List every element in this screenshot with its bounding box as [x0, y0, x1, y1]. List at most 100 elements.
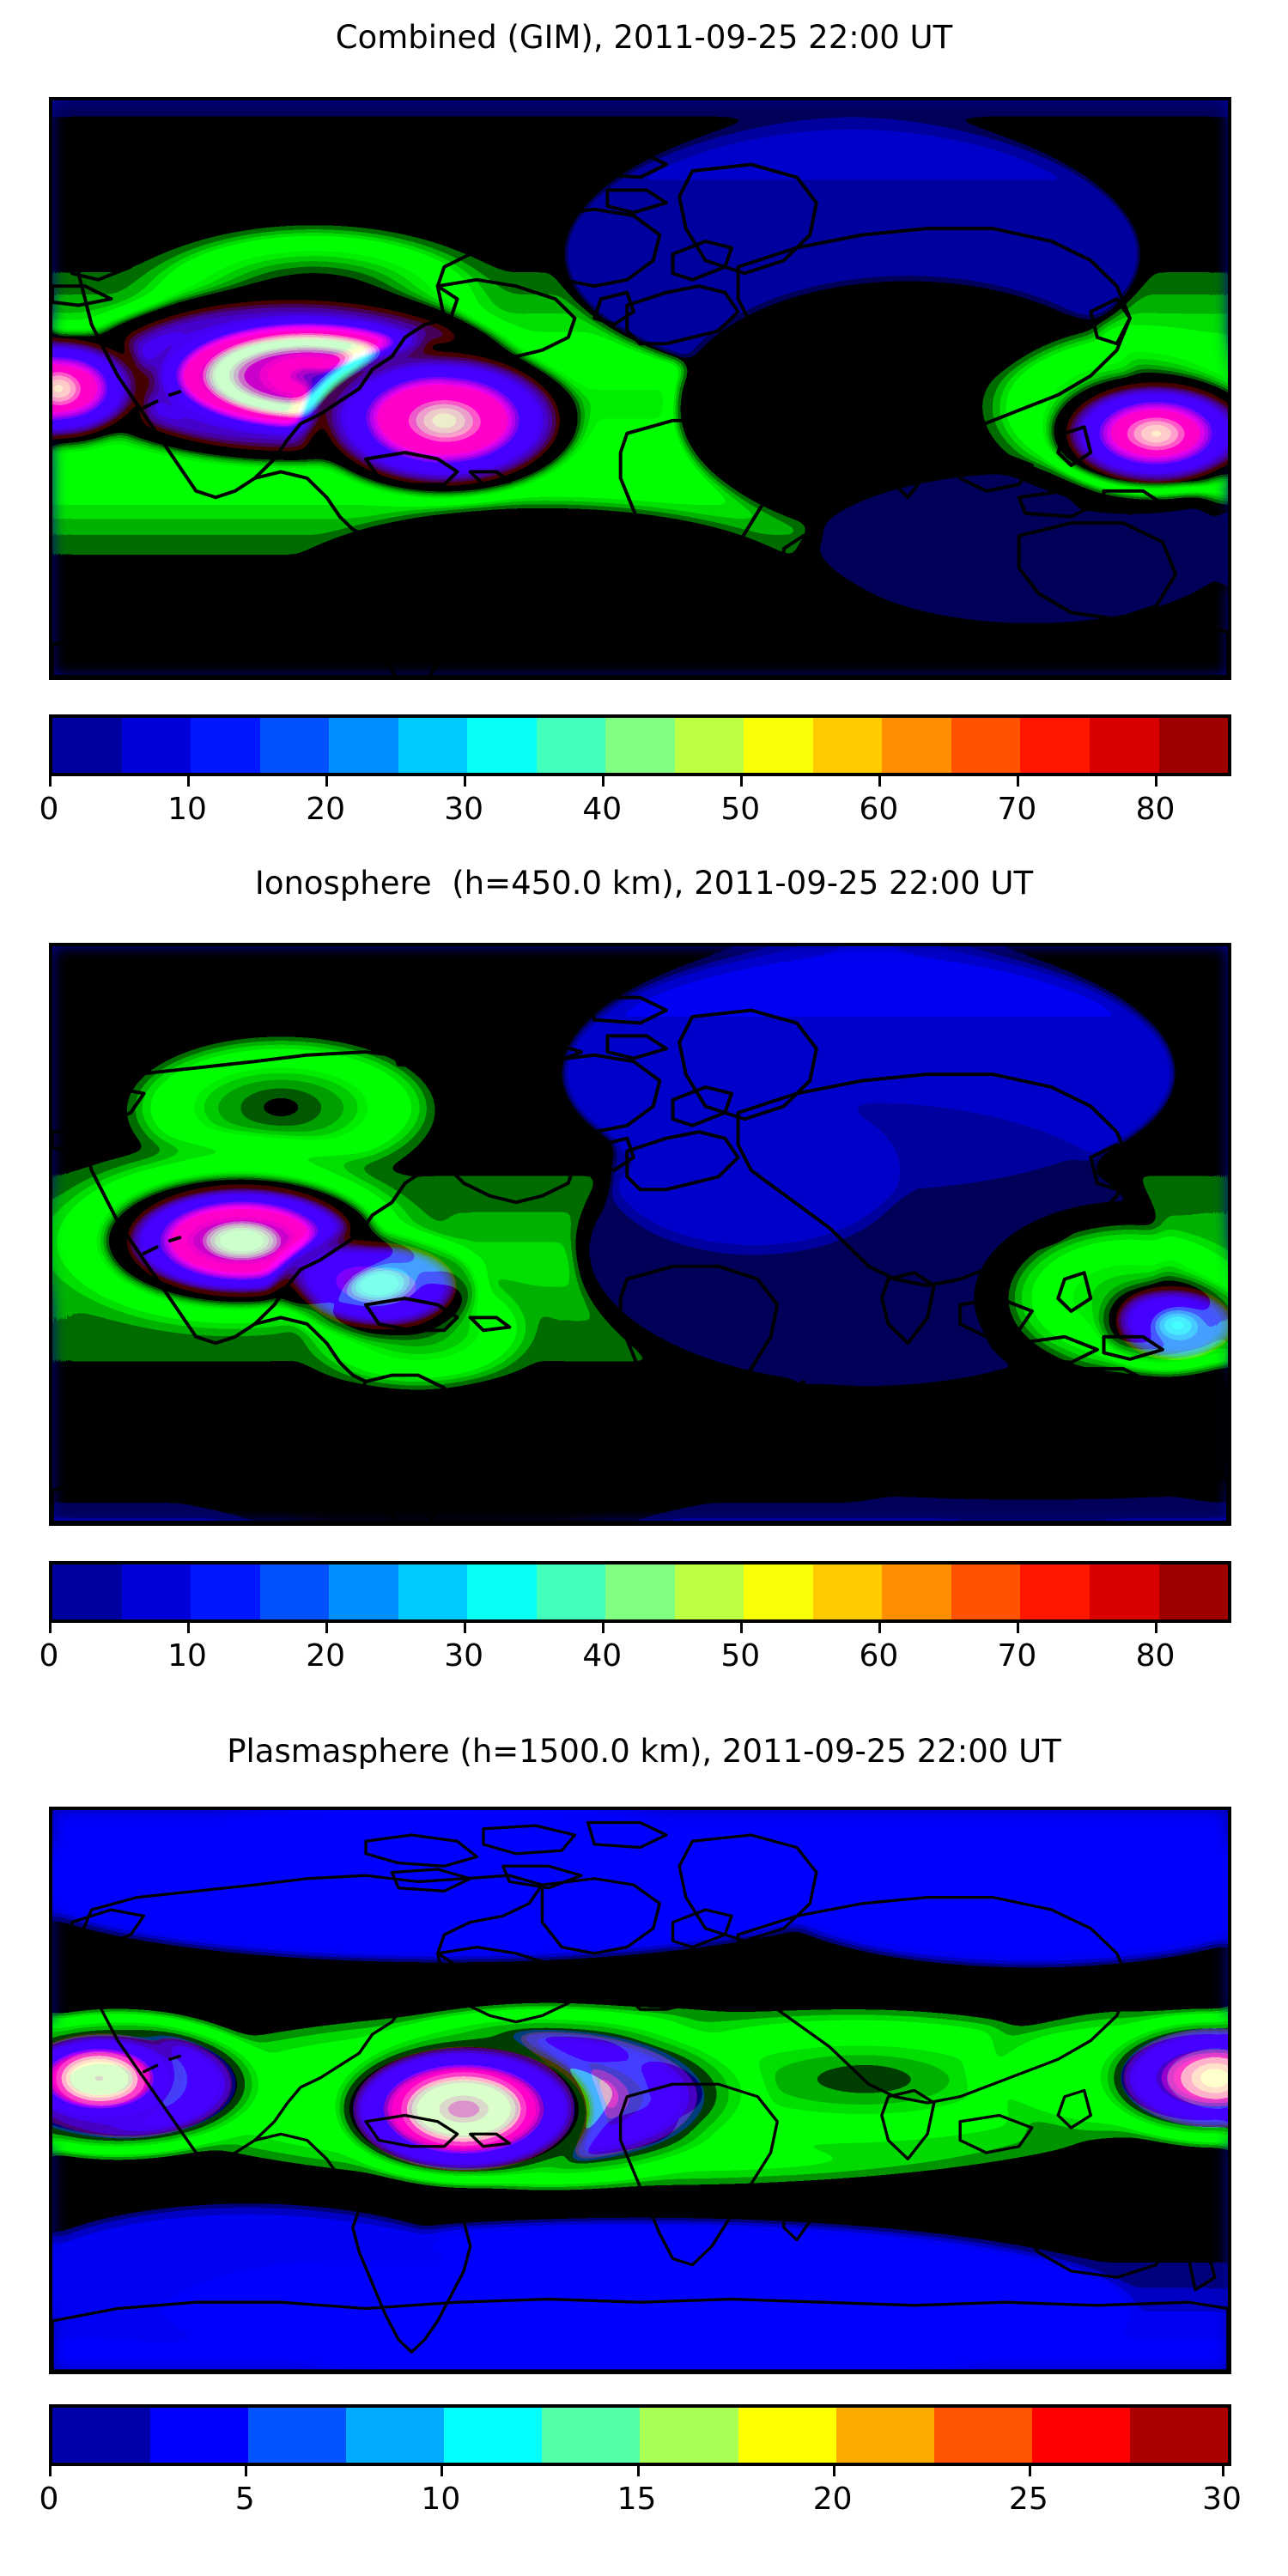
colorbar-plasmasphere-bands — [52, 2408, 1228, 2463]
colorbar-band — [812, 1564, 883, 1619]
colorbar-tick-label: 40 — [582, 792, 623, 827]
colorbar-tick-mark — [740, 1619, 744, 1633]
colorbar-plasmasphere-ticks: 0 5 10 15 20 25 30 — [39, 2463, 1242, 2523]
colorbar-band — [52, 2408, 151, 2463]
colorbar-band — [329, 718, 398, 773]
colorbar-tick-mark — [636, 2463, 640, 2476]
coastline-layer — [52, 995, 1228, 1522]
colorbar-band — [52, 1564, 122, 1619]
panel-title-combined: Combined (GIM), 2011-09-25 22:00 UT — [335, 19, 953, 56]
colorbar-tick-label: 80 — [1135, 1638, 1176, 1674]
colorbar-tick-label: 30 — [444, 792, 484, 827]
colorbar-band — [398, 1564, 468, 1619]
colorbar-tick-mark — [740, 773, 744, 787]
colorbar-tick-mark — [602, 1619, 605, 1633]
colorbar-band — [191, 718, 260, 773]
colorbar-tick-label: 20 — [812, 2482, 853, 2517]
colorbar-band — [640, 2408, 738, 2463]
colorbar-tick-label: 20 — [306, 792, 346, 827]
colorbar-tick-label: 30 — [1202, 2482, 1242, 2517]
colorbar-band — [536, 718, 606, 773]
colorbar-tick-label: 10 — [167, 1638, 207, 1674]
colorbar-tick-label: 25 — [1008, 2482, 1048, 2517]
colorbar-band — [121, 1564, 191, 1619]
colorbar-band — [346, 2408, 445, 2463]
colorbar-tick-mark — [1155, 773, 1158, 787]
colorbar-tick-label: 0 — [39, 1638, 59, 1674]
colorbar-band — [744, 1564, 813, 1619]
colorbar-band — [951, 1564, 1021, 1619]
colorbar-band — [1020, 718, 1090, 773]
colorbar-tick-mark — [878, 773, 882, 787]
colorbar-band — [329, 1564, 398, 1619]
colorbar-tick-mark — [1017, 773, 1020, 787]
colorbar-tick-label: 15 — [617, 2482, 657, 2517]
colorbar-band — [150, 2408, 249, 2463]
colorbar-tick-mark — [440, 2463, 444, 2476]
map-plasmasphere — [49, 1807, 1231, 2374]
colorbar-band — [467, 718, 537, 773]
colorbar-band — [951, 718, 1021, 773]
colorbar-band — [444, 2408, 543, 2463]
panel-title-plasmasphere: Plasmasphere (h=1500.0 km), 2011-09-25 2… — [227, 1733, 1061, 1770]
colorbar-band — [933, 2408, 1032, 2463]
colorbar-tick-mark — [325, 1619, 329, 1633]
colorbar-band — [882, 1564, 951, 1619]
colorbar-band — [1020, 1564, 1090, 1619]
colorbar-tick-label: 10 — [421, 2482, 461, 2517]
colorbar-band — [191, 1564, 260, 1619]
colorbar-tick-mark — [878, 1619, 882, 1633]
colorbar-band — [121, 718, 191, 773]
colorbar-band — [882, 718, 951, 773]
colorbar-tick-mark — [602, 773, 605, 787]
colorbar-tick-label: 60 — [859, 1638, 899, 1674]
coastline-layer — [52, 149, 1228, 677]
panel-title-ionosphere: Ionosphere (h=450.0 km), 2011-09-25 22:0… — [254, 865, 1034, 902]
colorbar-band — [605, 718, 675, 773]
coastline-layer — [52, 1820, 1228, 2371]
colorbar-tick-mark — [1017, 1619, 1020, 1633]
colorbar-tick-mark — [1155, 1619, 1158, 1633]
map-ionosphere — [49, 943, 1231, 1526]
colorbar-band — [674, 718, 744, 773]
colorbar-ionosphere-bands — [52, 1564, 1228, 1619]
colorbar-band — [248, 2408, 347, 2463]
colorbar-tick-mark — [464, 773, 467, 787]
colorbar-plasmasphere — [49, 2404, 1231, 2466]
colorbar-tick-label: 0 — [39, 792, 59, 827]
colorbar-tick-label: 70 — [997, 1638, 1037, 1674]
colorbar-combined-ticks: 0 10 20 30 40 50 60 70 80 — [39, 773, 1224, 833]
colorbar-ionosphere-ticks: 0 10 20 30 40 50 60 70 80 — [39, 1619, 1224, 1680]
colorbar-tick-mark — [49, 2463, 52, 2476]
colorbar-tick-label: 80 — [1135, 792, 1176, 827]
colorbar-tick-label: 5 — [234, 2482, 255, 2517]
colorbar-band — [259, 1564, 330, 1619]
colorbar-band — [605, 1564, 675, 1619]
colorbar-tick-mark — [464, 1619, 467, 1633]
colorbar-tick-mark — [187, 773, 191, 787]
colorbar-tick-label: 30 — [444, 1638, 484, 1674]
colorbar-band — [674, 1564, 744, 1619]
colorbar-band — [536, 1564, 606, 1619]
colorbar-band — [738, 2408, 836, 2463]
colorbar-tick-label: 70 — [997, 792, 1037, 827]
colorbar-band — [1158, 718, 1228, 773]
colorbar-tick-label: 50 — [720, 1638, 761, 1674]
colorbar-tick-mark — [49, 773, 52, 787]
colorbar-band — [259, 718, 330, 773]
colorbar-band — [542, 2408, 641, 2463]
map-combined — [49, 97, 1231, 680]
colorbar-band — [835, 2408, 934, 2463]
colorbar-tick-label: 50 — [720, 792, 761, 827]
colorbar-tick-mark — [245, 2463, 248, 2476]
colorbar-tick-mark — [1028, 2463, 1031, 2476]
colorbar-band — [1158, 1564, 1228, 1619]
colorbar-band — [1089, 1564, 1159, 1619]
colorbar-tick-mark — [49, 1619, 52, 1633]
colorbar-band — [1089, 718, 1159, 773]
colorbar-tick-mark — [832, 2463, 835, 2476]
colorbar-tick-mark — [1222, 2463, 1224, 2476]
colorbar-band — [52, 718, 122, 773]
colorbar-tick-mark — [325, 773, 329, 787]
